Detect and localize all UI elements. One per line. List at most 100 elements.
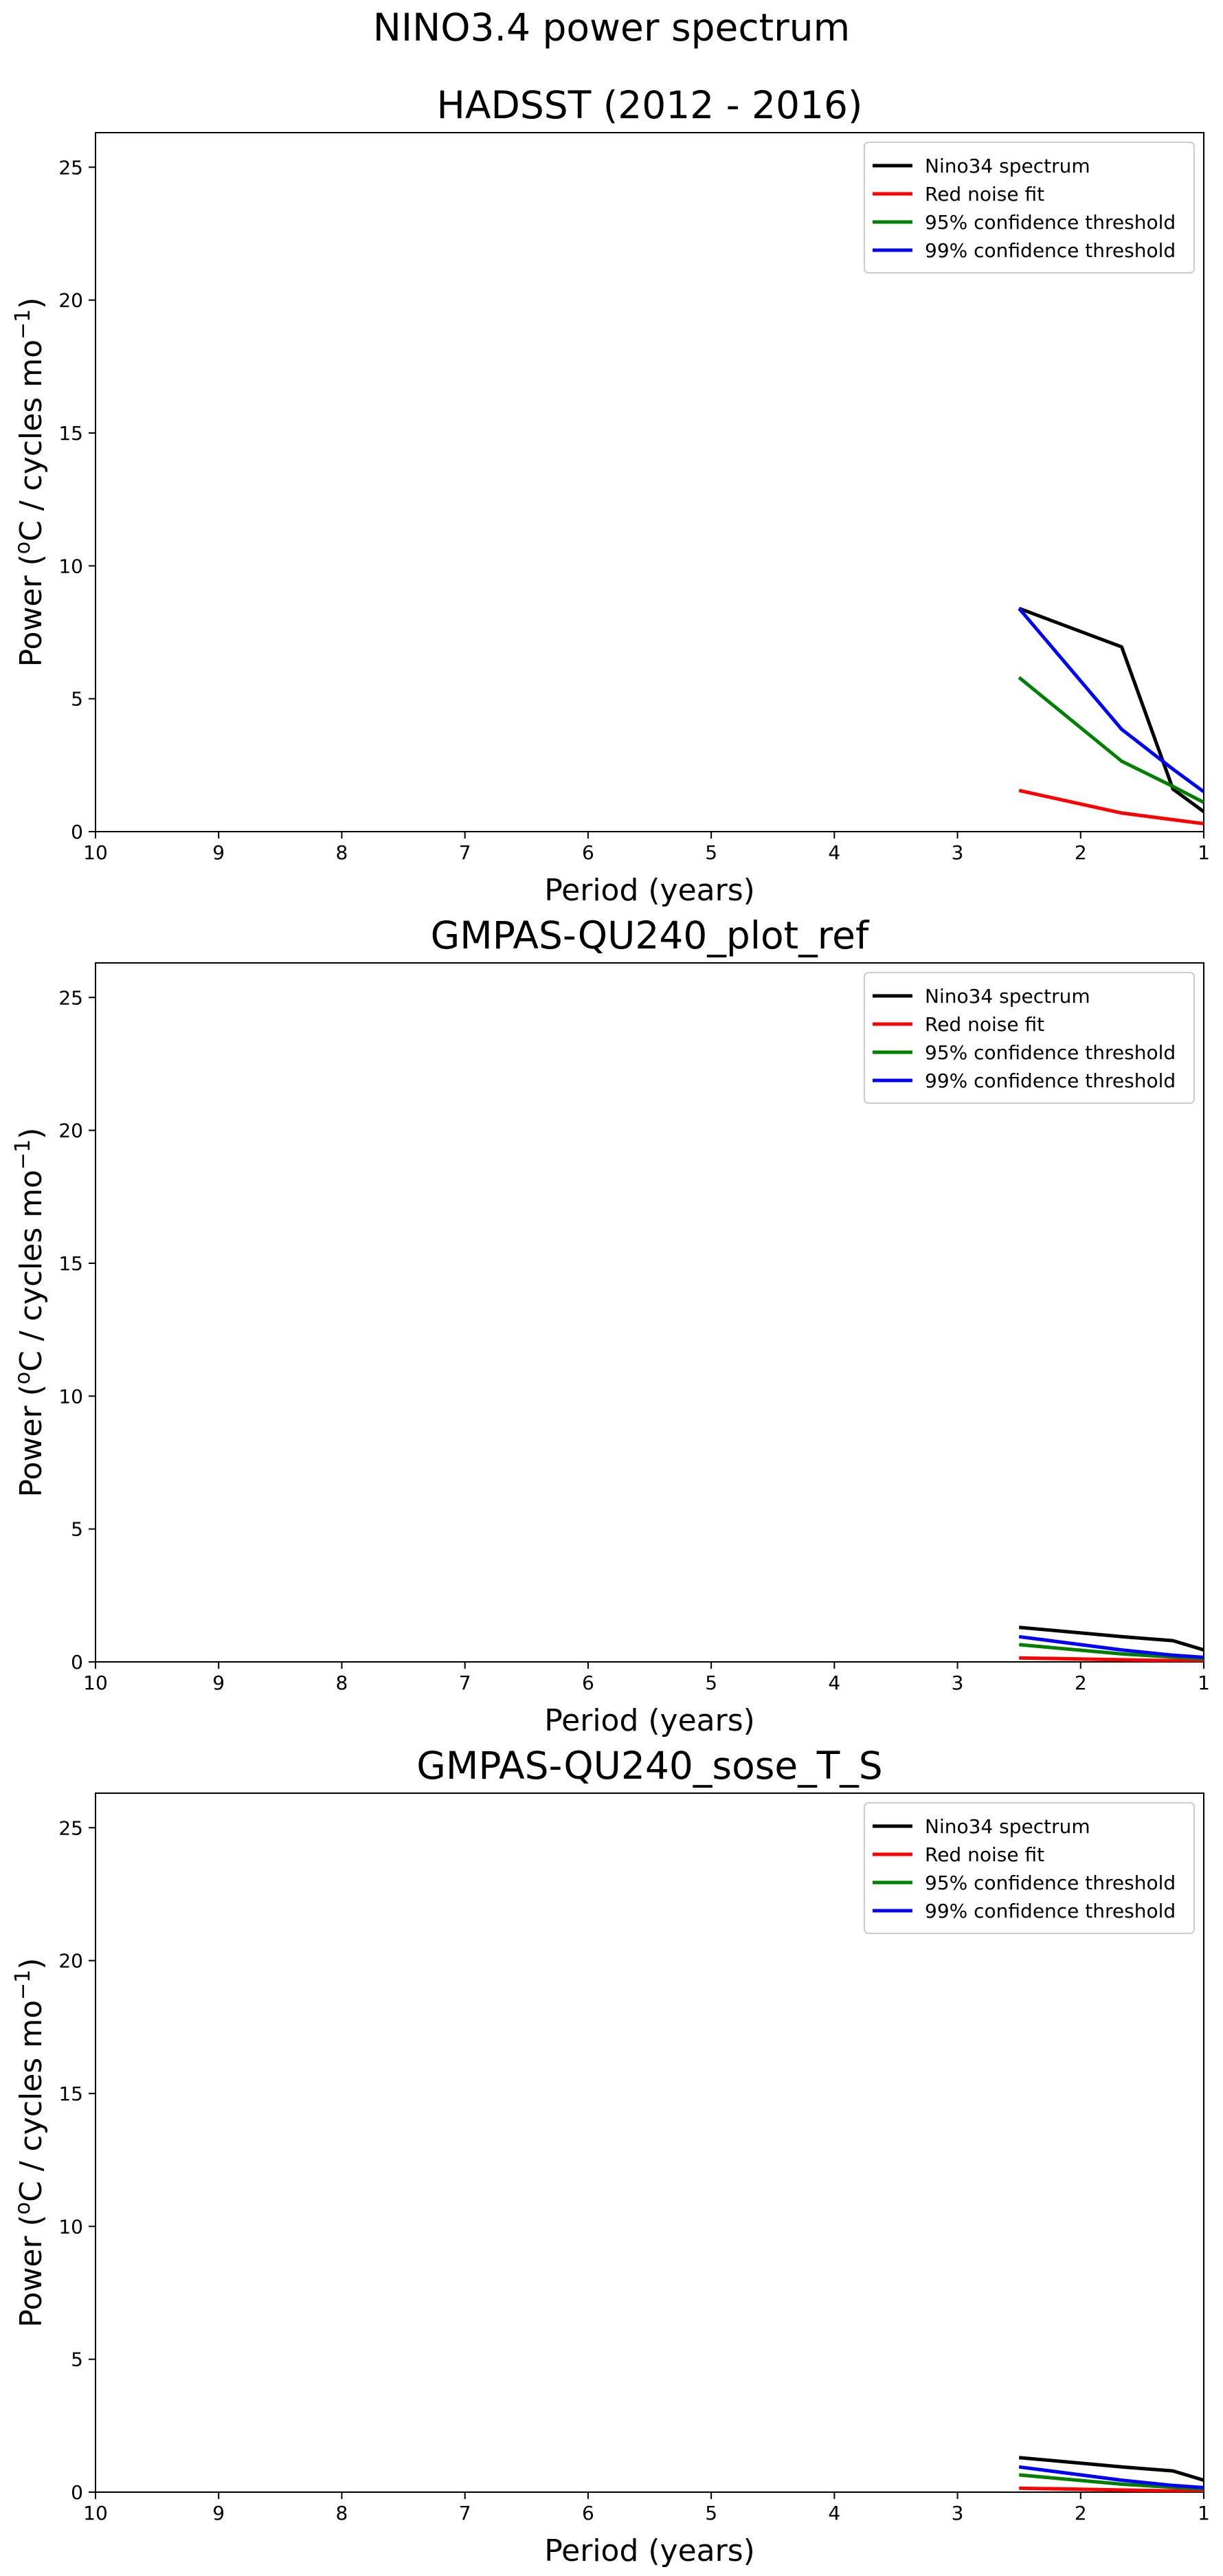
- y-tick-label: 10: [58, 1385, 83, 1408]
- chart-panel-hadsst: HADSST (2012 - 2016) 10 9 8 7 6 5 4 3 2 1 0 5 10 15 20 2…: [0, 82, 1223, 914]
- y-axis-label-part: C / cycles mo: [14, 2000, 49, 2202]
- series-line-nino34-spectrum: [1018, 1625, 1204, 1652]
- figure-suptitle: NINO3.4 power spectrum: [372, 5, 851, 49]
- x-tick-label: 2: [1075, 1672, 1087, 1694]
- y-axis-label-part: o: [11, 542, 35, 554]
- x-tick-label: 3: [952, 841, 964, 864]
- y-tick-label: 0: [71, 821, 83, 843]
- y-axis-label-part: ): [14, 298, 49, 309]
- x-tick-label: 1: [1198, 2502, 1210, 2524]
- y-tick-label: 20: [58, 289, 83, 312]
- y-tick-label: 5: [71, 2349, 83, 2371]
- plot-area-frame: [95, 962, 1204, 1663]
- x-tick-label: 8: [336, 841, 348, 864]
- x-tick-label: 9: [212, 841, 225, 864]
- series-line-99-confidence-threshold: [1018, 2465, 1204, 2489]
- x-tick-label: 5: [705, 2502, 717, 2524]
- legend-label-nino34-spectrum: Nino34 spectrum: [925, 1815, 1090, 1838]
- legend-label-99-confidence-threshold: 99% confidence threshold: [925, 1069, 1176, 1092]
- y-tick-label: 15: [58, 2083, 83, 2105]
- y-tick-label: 25: [58, 986, 83, 1009]
- legend-label-99-confidence-threshold: 99% confidence threshold: [925, 239, 1176, 262]
- y-tick-label: 15: [58, 422, 83, 445]
- y-axis-label-part: ): [14, 1128, 49, 1140]
- legend-box: [864, 142, 1195, 274]
- x-tick-label: 4: [828, 2502, 840, 2524]
- y-tick-label: 0: [71, 2481, 83, 2504]
- y-axis-label-part: o: [11, 1372, 35, 1384]
- series-line-red-noise-fit: [1018, 788, 1204, 825]
- x-axis-label: Period (years): [544, 1703, 755, 1738]
- chart-svg-sose: GMPAS-QU240_sose_T_S10 9 8 7 6 5 4 3 2 1051015202…: [11, 1744, 1210, 2568]
- y-axis-label-part: Power (: [14, 1384, 49, 1497]
- x-tick-label: 1: [1198, 1672, 1210, 1694]
- x-tick-label: 8: [336, 1672, 348, 1694]
- legend-box: [864, 972, 1195, 1104]
- y-tick-label: 5: [71, 1518, 83, 1541]
- y-axis-label-part: ): [14, 1958, 49, 1970]
- x-tick-label: 2: [1075, 841, 1087, 864]
- series-group: [1018, 1625, 1204, 1662]
- chart-title: GMPAS-QU240_plot_ref: [431, 913, 870, 957]
- x-tick-label: 10: [83, 841, 108, 864]
- series-line-nino34-spectrum: [1018, 606, 1204, 814]
- y-axis-label-part: C / cycles mo: [14, 340, 49, 542]
- y-tick-label: 25: [58, 1817, 83, 1839]
- y-tick-label: 0: [71, 1651, 83, 1674]
- y-axis-label-part: o: [11, 2202, 35, 2214]
- y-axis-label-part: −1: [11, 1970, 35, 2000]
- y-tick-label: 10: [58, 2215, 83, 2238]
- y-axis-label-part: −1: [11, 309, 35, 340]
- x-tick-label: 9: [212, 1672, 225, 1694]
- series-line-red-noise-fit: [1019, 1656, 1204, 1662]
- y-tick-label: 25: [58, 156, 83, 179]
- series-group: [1018, 606, 1204, 825]
- x-tick-label: 7: [459, 841, 471, 864]
- x-tick-label: 7: [459, 1672, 471, 1694]
- x-tick-label: 10: [83, 1672, 108, 1694]
- legend-label-red-noise-fit: Red noise fit: [925, 1013, 1044, 1036]
- y-tick-label: 10: [58, 555, 83, 577]
- chart-title: HADSST (2012 - 2016): [437, 83, 863, 127]
- x-tick-label: 10: [83, 2502, 108, 2524]
- legend-label-99-confidence-threshold: 99% confidence threshold: [925, 1900, 1176, 1922]
- y-axis-label-part: Power (: [14, 554, 49, 667]
- x-tick-label: 9: [212, 2502, 225, 2524]
- plot-area-frame: [95, 1792, 1204, 2493]
- series-line-99-confidence-threshold: [1018, 607, 1204, 794]
- x-tick-label: 3: [952, 2502, 964, 2524]
- y-axis-label-part: C / cycles mo: [14, 1170, 49, 1372]
- y-axis-label: Power (oC / cycles mo−1): [11, 1128, 49, 1498]
- y-tick-label: 15: [58, 1252, 83, 1275]
- x-tick-label: 6: [582, 1672, 594, 1694]
- y-axis-label: Power (oC / cycles mo−1): [11, 298, 49, 667]
- x-tick-label: 1: [1198, 841, 1210, 864]
- y-tick-label: 20: [58, 1950, 83, 1973]
- legend-label-red-noise-fit: Red noise fit: [925, 1843, 1044, 1866]
- series-group: [1018, 2456, 1204, 2492]
- legend-label-95-confidence-threshold: 95% confidence threshold: [925, 211, 1176, 234]
- x-axis-label: Period (years): [544, 873, 755, 908]
- series-line-99-confidence-threshold: [1018, 1634, 1204, 1659]
- chart-title: GMPAS-QU240_sose_T_S: [416, 1744, 882, 1788]
- x-tick-label: 3: [952, 1672, 964, 1694]
- legend-label-red-noise-fit: Red noise fit: [925, 183, 1044, 206]
- series-line-95-confidence-threshold: [1018, 676, 1204, 804]
- x-axis-label: Period (years): [544, 2533, 755, 2568]
- series-line-red-noise-fit: [1019, 2486, 1204, 2492]
- legend-box: [864, 1802, 1195, 1934]
- chart-svg-hadsst: HADSST (2012 - 2016)10 9 8 7 6 5 4 3 2 1051015202…: [11, 83, 1210, 908]
- y-tick-label: 5: [71, 688, 83, 711]
- chart-panel-sose: GMPAS-QU240_sose_T_S 10 9 8 7 6 5 4 3 2 1 0 5 10 15 20 2…: [0, 1743, 1223, 2575]
- x-tick-label: 6: [582, 2502, 594, 2524]
- x-tick-label: 8: [336, 2502, 348, 2524]
- series-line-nino34-spectrum: [1018, 2456, 1204, 2482]
- y-axis-label-part: Power (: [14, 2214, 49, 2327]
- x-tick-label: 6: [582, 841, 594, 864]
- x-tick-label: 4: [828, 1672, 840, 1694]
- y-tick-label: 20: [58, 1120, 83, 1142]
- legend-label-95-confidence-threshold: 95% confidence threshold: [925, 1872, 1176, 1894]
- legend-label-95-confidence-threshold: 95% confidence threshold: [925, 1041, 1176, 1064]
- x-tick-label: 5: [705, 1672, 717, 1694]
